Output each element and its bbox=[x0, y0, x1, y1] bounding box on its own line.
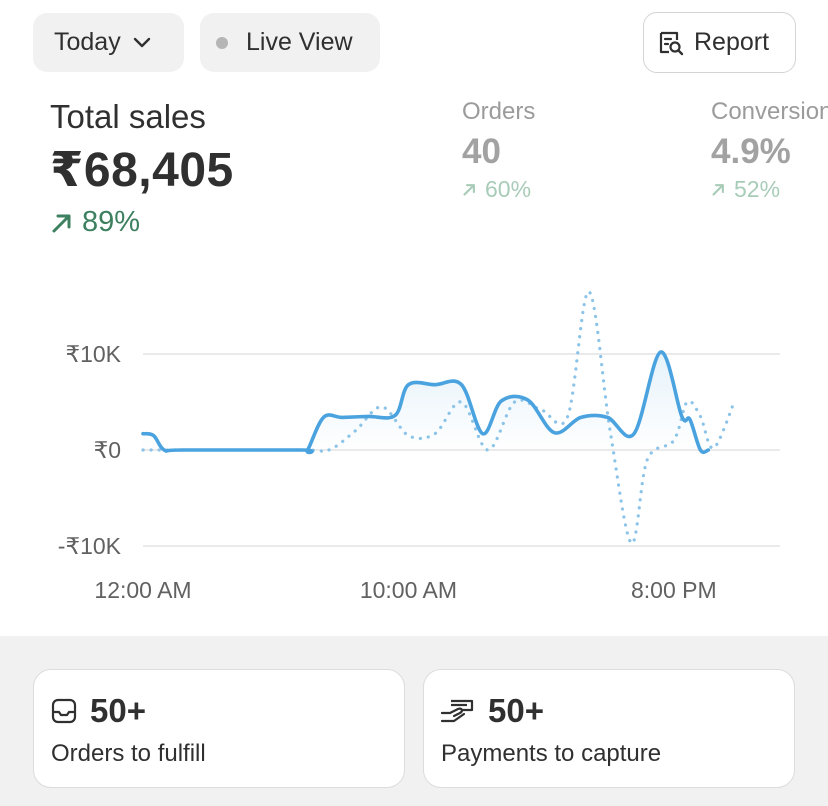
orders-change: 60% bbox=[462, 176, 535, 203]
x-tick-label: 10:00 AM bbox=[360, 577, 457, 603]
current-series-line bbox=[141, 350, 711, 455]
payments-to-capture-header: 50+ bbox=[440, 692, 544, 730]
orders-to-fulfill-count: 50+ bbox=[90, 692, 146, 729]
conversion-label: Conversion bbox=[711, 98, 828, 125]
total-sales-value: ₹68,405 bbox=[50, 144, 234, 197]
payments-to-capture-card[interactable]: 50+ Payments to capture bbox=[423, 669, 795, 788]
x-tick-label: 12:00 AM bbox=[94, 577, 191, 603]
orders-to-fulfill-label: Orders to fulfill bbox=[51, 740, 206, 767]
orders-value: 40 bbox=[462, 132, 501, 171]
date-filter-dropdown[interactable]: Today bbox=[33, 13, 184, 72]
x-tick-label: 8:00 PM bbox=[631, 577, 717, 603]
arrow-up-right-icon bbox=[52, 214, 71, 232]
current-series-area bbox=[143, 351, 709, 453]
orders-change-value: 60% bbox=[485, 176, 532, 202]
inbox-icon bbox=[50, 697, 78, 725]
live-status-dot-icon bbox=[216, 36, 228, 49]
report-button[interactable]: Report bbox=[643, 12, 796, 73]
sales-chart[interactable]: ₹10K ₹0 -₹10K 12:00 AM 10:00 AM 8:00 PM bbox=[0, 280, 828, 620]
orders-to-fulfill-card[interactable]: 50+ Orders to fulfill bbox=[33, 669, 405, 788]
conversion-metric[interactable]: Conversion 4.9% 52% bbox=[711, 98, 828, 203]
payments-to-capture-count: 50+ bbox=[488, 692, 544, 729]
arrow-up-right-icon bbox=[463, 184, 475, 196]
tasks-section: 50+ Orders to fulfill 50+ Payments to ca… bbox=[0, 636, 828, 806]
y-tick-label: ₹0 bbox=[94, 437, 121, 463]
conversion-change-value: 52% bbox=[734, 176, 781, 202]
report-label: Report bbox=[694, 28, 770, 56]
total-sales-metric[interactable]: Total sales ₹68,405 89% bbox=[50, 98, 234, 239]
y-tick-label: -₹10K bbox=[58, 533, 122, 559]
live-view-button[interactable]: Live View bbox=[200, 13, 380, 72]
orders-metric[interactable]: Orders 40 60% bbox=[462, 98, 535, 203]
sales-chart-svg: ₹10K ₹0 -₹10K 12:00 AM 10:00 AM 8:00 PM bbox=[58, 289, 780, 603]
live-view-label: Live View bbox=[246, 28, 353, 56]
total-sales-label: Total sales bbox=[50, 98, 206, 135]
payments-to-capture-label: Payments to capture bbox=[441, 740, 662, 767]
total-sales-change: 89% bbox=[50, 206, 234, 239]
conversion-change: 52% bbox=[711, 176, 828, 203]
conversion-value: 4.9% bbox=[711, 132, 791, 171]
arrow-up-right-icon bbox=[712, 184, 724, 196]
date-filter-label: Today bbox=[54, 28, 121, 56]
total-sales-change-value: 89% bbox=[82, 206, 141, 238]
chevron-down-icon bbox=[133, 37, 151, 49]
orders-to-fulfill-header: 50+ bbox=[50, 692, 146, 730]
y-tick-label: ₹10K bbox=[65, 341, 121, 367]
toolbar: Today Live View Report bbox=[0, 0, 828, 90]
report-search-icon bbox=[657, 29, 685, 57]
cash-in-hand-icon bbox=[440, 697, 476, 725]
orders-label: Orders bbox=[462, 98, 536, 125]
